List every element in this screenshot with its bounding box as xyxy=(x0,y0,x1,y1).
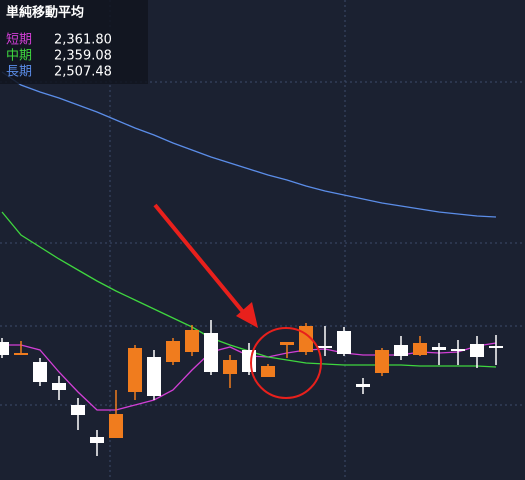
legend-value: 2,507.48 xyxy=(54,65,112,80)
candle-body xyxy=(185,330,199,352)
candle-body xyxy=(375,350,389,373)
candle-body xyxy=(52,383,66,390)
candle-body xyxy=(280,342,294,345)
candle-body xyxy=(128,348,142,392)
annotation xyxy=(153,203,322,399)
legend-name: 長期 xyxy=(6,65,32,80)
arrow-head xyxy=(236,302,258,328)
candle-body xyxy=(90,437,104,443)
candle-body xyxy=(413,343,427,355)
candle-body xyxy=(261,366,275,377)
highlight-circle xyxy=(250,327,322,399)
candle-body xyxy=(432,347,446,350)
candle-body xyxy=(223,360,237,374)
legend-name: 短期 xyxy=(6,33,32,48)
legend-value: 2,361.80 xyxy=(54,33,112,48)
candle-body xyxy=(470,344,484,357)
candle-body xyxy=(489,346,503,348)
candle-body xyxy=(166,341,180,362)
legend-name: 中期 xyxy=(6,49,32,64)
ma-line xyxy=(1,71,497,218)
candle-body xyxy=(204,333,218,372)
candle-body xyxy=(337,331,351,354)
candle-body xyxy=(356,384,370,387)
candle-body xyxy=(14,353,28,355)
legend-value: 2,359.08 xyxy=(54,49,112,64)
arrow-shaft xyxy=(153,203,250,320)
candle-body xyxy=(33,362,47,382)
candle-body xyxy=(242,350,256,372)
candle-body xyxy=(71,405,85,415)
candle-body xyxy=(147,357,161,396)
legend-panel xyxy=(0,0,148,84)
candle-body xyxy=(0,342,9,355)
chart-title: 単純移動平均 xyxy=(6,5,84,21)
candle-body xyxy=(394,345,408,356)
plot xyxy=(0,71,503,456)
legend: 短期 2,361.80 中期 2,359.08 長期 2,507.48 xyxy=(6,33,112,80)
candle-body xyxy=(109,414,123,438)
candle-body xyxy=(451,349,465,351)
candle-body xyxy=(318,346,332,348)
